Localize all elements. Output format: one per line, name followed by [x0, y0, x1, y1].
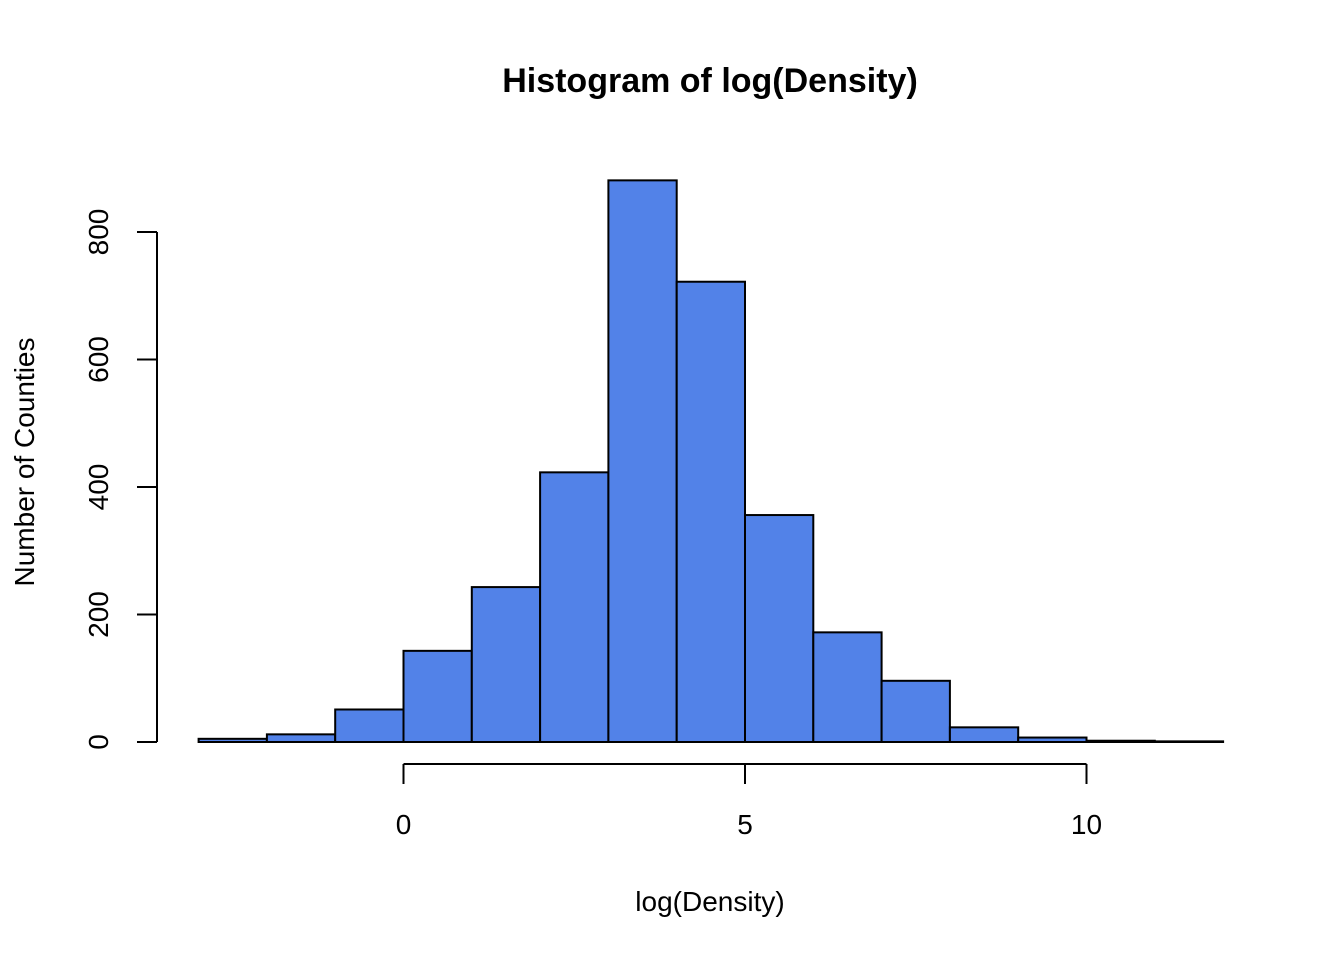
histogram-bar — [675, 280, 747, 743]
x-tick-label: 5 — [737, 809, 753, 840]
histogram-bar — [1085, 739, 1156, 743]
histogram-bar — [539, 471, 610, 743]
y-tick-label: 200 — [83, 591, 114, 638]
histogram-bar — [948, 726, 1020, 744]
histogram-bar — [197, 737, 268, 743]
y-tick-label: 0 — [83, 734, 114, 750]
x-axis: 0 5 10 — [396, 763, 1102, 840]
histogram-bar — [812, 631, 883, 743]
histogram-bar — [1153, 740, 1225, 743]
x-tick-label: 10 — [1071, 809, 1102, 840]
chart-title: Histogram of log(Density) — [502, 62, 918, 100]
y-axis: 0 200 400 600 800 — [83, 209, 158, 750]
x-tick-label: 0 — [396, 809, 412, 840]
histogram-bar — [265, 733, 337, 743]
histogram-bars — [197, 179, 1225, 744]
y-axis-label: Number of Counties — [9, 337, 40, 586]
histogram-bar — [334, 708, 405, 743]
x-axis-label: log(Density) — [635, 886, 784, 917]
y-tick-label: 800 — [83, 209, 114, 256]
histogram-bar — [402, 649, 473, 744]
histogram-bar — [880, 679, 951, 743]
y-tick-label: 400 — [83, 464, 114, 511]
histogram-bar — [1017, 736, 1088, 743]
histogram-bar — [607, 179, 678, 744]
histogram-bar — [744, 514, 815, 743]
histogram-bar — [470, 586, 542, 744]
y-tick-label: 600 — [83, 336, 114, 383]
